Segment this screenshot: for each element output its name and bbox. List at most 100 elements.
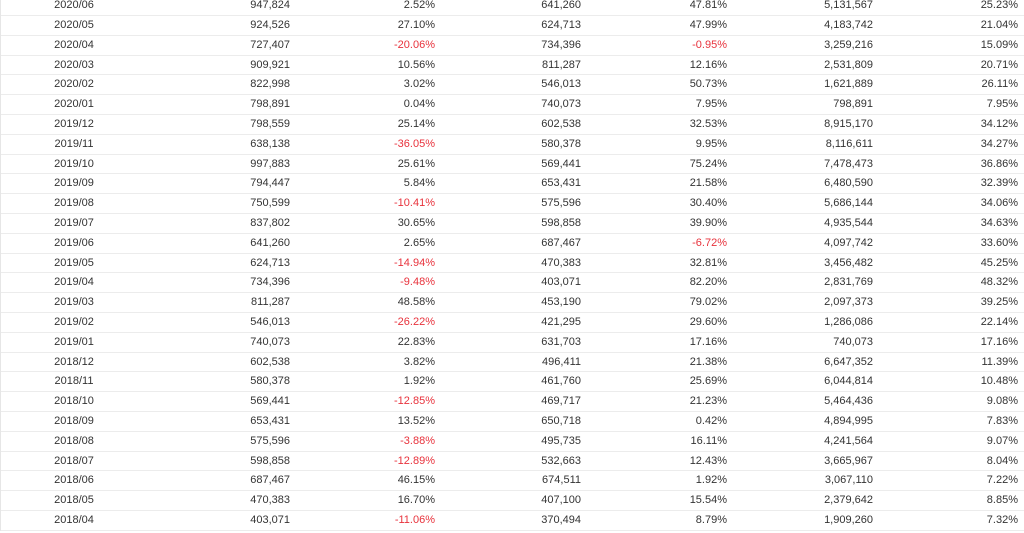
cumulative-cell: 2,531,809 bbox=[824, 58, 873, 71]
table-row: 2020/06 947,824 2.52% 641,260 47.81% 5,131,56… bbox=[1, 0, 1024, 16]
prev-value-cell: 653,431 bbox=[541, 177, 581, 190]
table-row: 2018/05 470,383 16.70% 407,100 15.54% 2,379,6… bbox=[1, 491, 1024, 511]
yoy-change-cell: 3.02% bbox=[403, 78, 435, 91]
yoy-change-cell: 13.52% bbox=[397, 414, 435, 427]
cumulative-cell: 798,891 bbox=[833, 98, 873, 111]
change-cell: 82.20% bbox=[689, 276, 727, 289]
cumulative-cell: 8,116,611 bbox=[825, 137, 873, 150]
value-cell: 641,260 bbox=[250, 236, 290, 249]
prev-value-cell: 407,100 bbox=[541, 494, 581, 507]
prev-value-cell: 740,073 bbox=[541, 98, 581, 111]
table-row: 2018/07 598,858 -12.89% 532,663 12.43% 3,665,… bbox=[1, 452, 1024, 472]
change-cell: 25.69% bbox=[689, 375, 727, 388]
cumulative-cell: 6,647,352 bbox=[824, 355, 873, 368]
month-cell: 2020/05 bbox=[54, 19, 94, 31]
cumulative-cell: 3,259,216 bbox=[824, 38, 873, 51]
value-cell: 740,073 bbox=[250, 335, 290, 348]
month-cell: 2019/10 bbox=[54, 157, 94, 170]
month-cell: 2019/04 bbox=[54, 276, 94, 289]
cumulative-change-cell: 34.63% bbox=[980, 216, 1018, 229]
value-cell: 909,921 bbox=[250, 58, 290, 71]
table-row: 2019/06 641,260 2.65% 687,467 -6.72% 4,097,74… bbox=[1, 234, 1024, 254]
cumulative-cell: 3,456,482 bbox=[824, 256, 873, 269]
month-cell: 2020/06 bbox=[54, 0, 94, 11]
value-cell: 403,071 bbox=[250, 513, 290, 526]
value-cell: 811,287 bbox=[251, 296, 290, 309]
month-cell: 2019/11 bbox=[54, 137, 94, 150]
month-cell: 2019/03 bbox=[54, 296, 94, 309]
cumulative-cell: 4,097,742 bbox=[824, 236, 873, 249]
cumulative-change-cell: 33.60% bbox=[980, 236, 1018, 249]
cumulative-cell: 3,067,110 bbox=[824, 474, 873, 487]
change-cell: 32.81% bbox=[689, 256, 727, 269]
value-cell: 798,559 bbox=[250, 117, 290, 130]
cumulative-change-cell: 36.86% bbox=[980, 157, 1018, 170]
yoy-change-cell: 2.65% bbox=[403, 236, 435, 249]
cumulative-change-cell: 7.95% bbox=[986, 98, 1018, 111]
prev-value-cell: 496,411 bbox=[542, 355, 581, 368]
prev-value-cell: 631,703 bbox=[541, 335, 581, 348]
prev-value-cell: 495,735 bbox=[541, 434, 581, 447]
change-cell: 21.38% bbox=[689, 355, 727, 368]
table-row: 2020/01 798,891 0.04% 740,073 7.95% 798,891 7.… bbox=[1, 95, 1024, 115]
yoy-change-cell: -12.85% bbox=[394, 395, 435, 408]
prev-value-cell: 624,713 bbox=[541, 19, 581, 31]
yoy-change-cell: 2.52% bbox=[403, 0, 435, 11]
value-cell: 470,383 bbox=[250, 494, 290, 507]
cumulative-cell: 5,686,144 bbox=[824, 197, 873, 210]
prev-value-cell: 602,538 bbox=[541, 117, 581, 130]
cumulative-cell: 6,044,814 bbox=[824, 375, 873, 388]
cumulative-cell: 7,478,473 bbox=[824, 157, 873, 170]
month-cell: 2019/12 bbox=[54, 117, 94, 130]
value-cell: 569,441 bbox=[250, 395, 290, 408]
month-cell: 2018/04 bbox=[54, 513, 94, 526]
cumulative-change-cell: 34.06% bbox=[980, 197, 1018, 210]
table-row: 2018/08 575,596 -3.88% 495,735 16.11% 4,241,5… bbox=[1, 432, 1024, 452]
yoy-change-cell: 3.82% bbox=[403, 355, 435, 368]
value-cell: 750,599 bbox=[250, 197, 290, 210]
value-cell: 924,526 bbox=[250, 19, 290, 31]
yoy-change-cell: -20.06% bbox=[394, 38, 435, 51]
value-cell: 947,824 bbox=[250, 0, 290, 11]
change-cell: 15.54% bbox=[689, 494, 727, 507]
change-cell: 79.02% bbox=[689, 296, 727, 309]
yoy-change-cell: 25.61% bbox=[397, 157, 435, 170]
table-row: 2018/06 687,467 46.15% 674,511 1.92% 3,067,11… bbox=[1, 471, 1024, 492]
table-row: 2019/02 546,013 -26.22% 421,295 29.60% 1,286,… bbox=[1, 313, 1024, 333]
change-cell: 8.79% bbox=[695, 513, 727, 526]
month-cell: 2019/07 bbox=[54, 216, 94, 229]
prev-value-cell: 546,013 bbox=[541, 78, 581, 91]
change-cell: -6.72% bbox=[692, 236, 727, 249]
yoy-change-cell: -3.88% bbox=[400, 434, 435, 447]
cumulative-change-cell: 21.04% bbox=[980, 19, 1018, 31]
change-cell: 16.11% bbox=[690, 434, 728, 447]
yoy-change-cell: -12.89% bbox=[394, 454, 435, 467]
prev-value-cell: 461,760 bbox=[541, 375, 581, 388]
prev-value-cell: 580,378 bbox=[541, 137, 581, 150]
prev-value-cell: 453,190 bbox=[541, 296, 581, 309]
value-cell: 734,396 bbox=[250, 276, 290, 289]
prev-value-cell: 470,383 bbox=[541, 256, 581, 269]
yoy-change-cell: 1.92% bbox=[403, 375, 435, 388]
value-cell: 602,538 bbox=[250, 355, 290, 368]
yoy-change-cell: 16.70% bbox=[397, 494, 435, 507]
prev-value-cell: 469,717 bbox=[541, 395, 581, 408]
value-cell: 546,013 bbox=[250, 315, 290, 328]
change-cell: 32.53% bbox=[689, 117, 727, 130]
table-row: 2018/04 403,071 -11.06% 370,494 8.79% 1,909,2… bbox=[1, 511, 1024, 531]
cumulative-change-cell: 45.25% bbox=[980, 256, 1018, 269]
month-cell: 2019/06 bbox=[54, 236, 94, 249]
yoy-change-cell: 30.65% bbox=[397, 216, 435, 229]
month-cell: 2020/03 bbox=[54, 58, 94, 71]
yoy-change-cell: -36.05% bbox=[394, 137, 435, 150]
table-row: 2019/09 794,447 5.84% 653,431 21.58% 6,480,59… bbox=[1, 174, 1024, 195]
table-row: 2019/05 624,713 -14.94% 470,383 32.81% 3,456,… bbox=[1, 254, 1024, 274]
value-cell: 575,596 bbox=[250, 434, 290, 447]
yoy-change-cell: -11.06% bbox=[394, 513, 435, 526]
month-cell: 2018/11 bbox=[54, 375, 94, 388]
cumulative-change-cell: 9.07% bbox=[986, 434, 1018, 447]
cumulative-change-cell: 32.39% bbox=[980, 177, 1018, 190]
cumulative-cell: 5,464,436 bbox=[824, 395, 873, 408]
change-cell: -0.95% bbox=[692, 38, 727, 51]
prev-value-cell: 575,596 bbox=[541, 197, 581, 210]
